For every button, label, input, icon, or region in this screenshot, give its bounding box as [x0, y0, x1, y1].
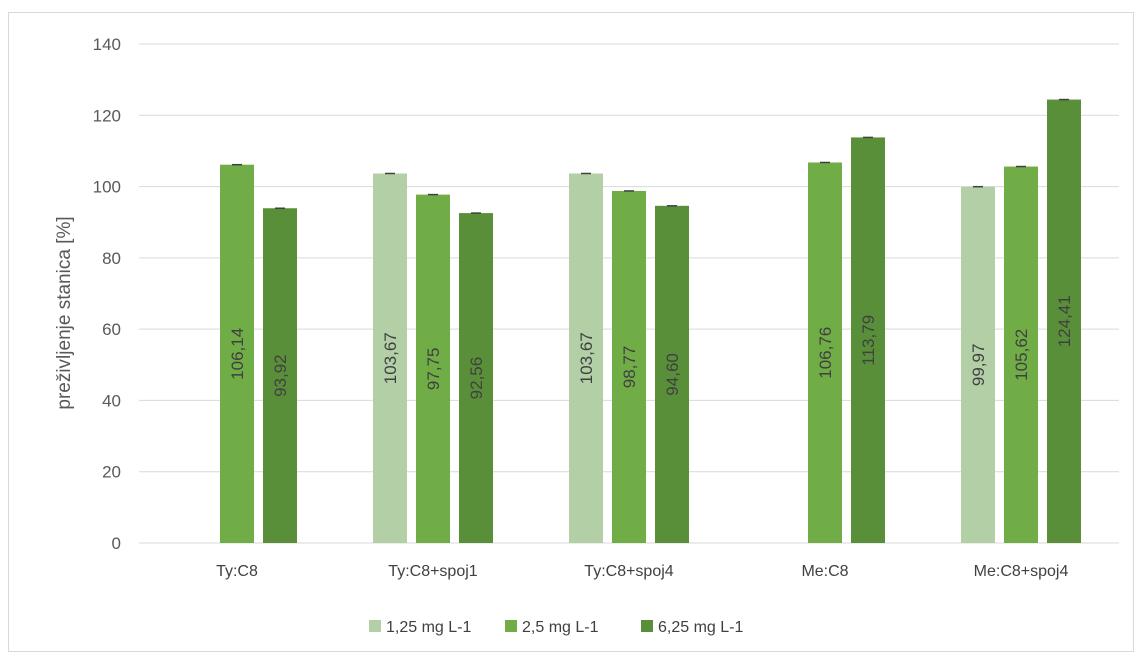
bar: [373, 173, 407, 544]
data-label: 105,62: [1012, 329, 1031, 381]
y-tick-label: 0: [112, 534, 121, 553]
data-labels: 106,14 93,92 103,67 97,75 92,56 103,67 98,77 94…: [228, 295, 1074, 399]
bar: [263, 208, 297, 543]
legend-label: 2,5 mg L-1: [522, 619, 599, 636]
y-tick-label: 120: [93, 106, 121, 125]
y-tick-label: 60: [102, 320, 121, 339]
x-category-labels: Ty:C8 Ty:C8+spoj1 Ty:C8+spoj4 Me:C8 Me:C8+sp…: [216, 563, 1068, 580]
bar: [1004, 166, 1038, 543]
y-tick-label: 80: [102, 249, 121, 268]
legend-label: 1,25 mg L-1: [386, 619, 471, 636]
data-label: 106,14: [228, 328, 247, 380]
legend: 1,25 mg L-1 2,5 mg L-1 6,25 mg L-1: [369, 619, 743, 636]
bar: [416, 194, 450, 543]
data-label: 103,67: [381, 332, 400, 384]
legend-swatch: [369, 620, 381, 632]
bar: [569, 173, 603, 544]
data-label: 103,67: [577, 332, 596, 384]
data-label: 124,41: [1055, 295, 1074, 347]
x-category-label: Me:C8+spoj4: [974, 563, 1069, 580]
data-label: 98,77: [620, 346, 639, 389]
y-tick-label: 40: [102, 391, 121, 410]
y-tick-label: 100: [93, 178, 121, 197]
bar: [851, 137, 885, 543]
x-category-label: Ty:C8+spoj4: [584, 563, 673, 580]
legend-label: 6,25 mg L-1: [658, 619, 743, 636]
y-tick-label: 140: [93, 35, 121, 54]
bar: [1047, 99, 1081, 544]
data-label: 94,60: [663, 353, 682, 396]
x-category-label: Me:C8: [801, 563, 848, 580]
data-label: 113,79: [859, 315, 878, 366]
legend-swatch: [505, 620, 517, 632]
bar: [808, 162, 842, 543]
bar: [459, 213, 493, 543]
y-tick-label: 20: [102, 463, 121, 482]
bar-chart: 0 20 40 60 80 100 120 140 preživljenje stanica …: [54, 35, 1119, 636]
x-category-label: Ty:C8: [216, 563, 258, 580]
bar: [220, 164, 254, 544]
bar: [961, 186, 995, 544]
y-axis-label: preživljenje stanica [%]: [54, 216, 75, 409]
error-bars: [232, 98, 1069, 214]
data-label: 99,97: [969, 344, 988, 387]
y-tick-labels: 0 20 40 60 80 100 120 140: [93, 35, 121, 553]
bar: [655, 205, 689, 543]
bars: [220, 99, 1081, 544]
x-category-label: Ty:C8+spoj1: [388, 563, 477, 580]
chart-frame: 0 20 40 60 80 100 120 140 preživljenje stanica …: [8, 12, 1134, 652]
data-label: 97,75: [424, 348, 443, 391]
legend-swatch: [641, 620, 653, 632]
data-label: 92,56: [467, 357, 486, 400]
data-label: 93,92: [271, 354, 290, 397]
data-label: 106,76: [816, 327, 835, 379]
bar: [612, 190, 646, 543]
